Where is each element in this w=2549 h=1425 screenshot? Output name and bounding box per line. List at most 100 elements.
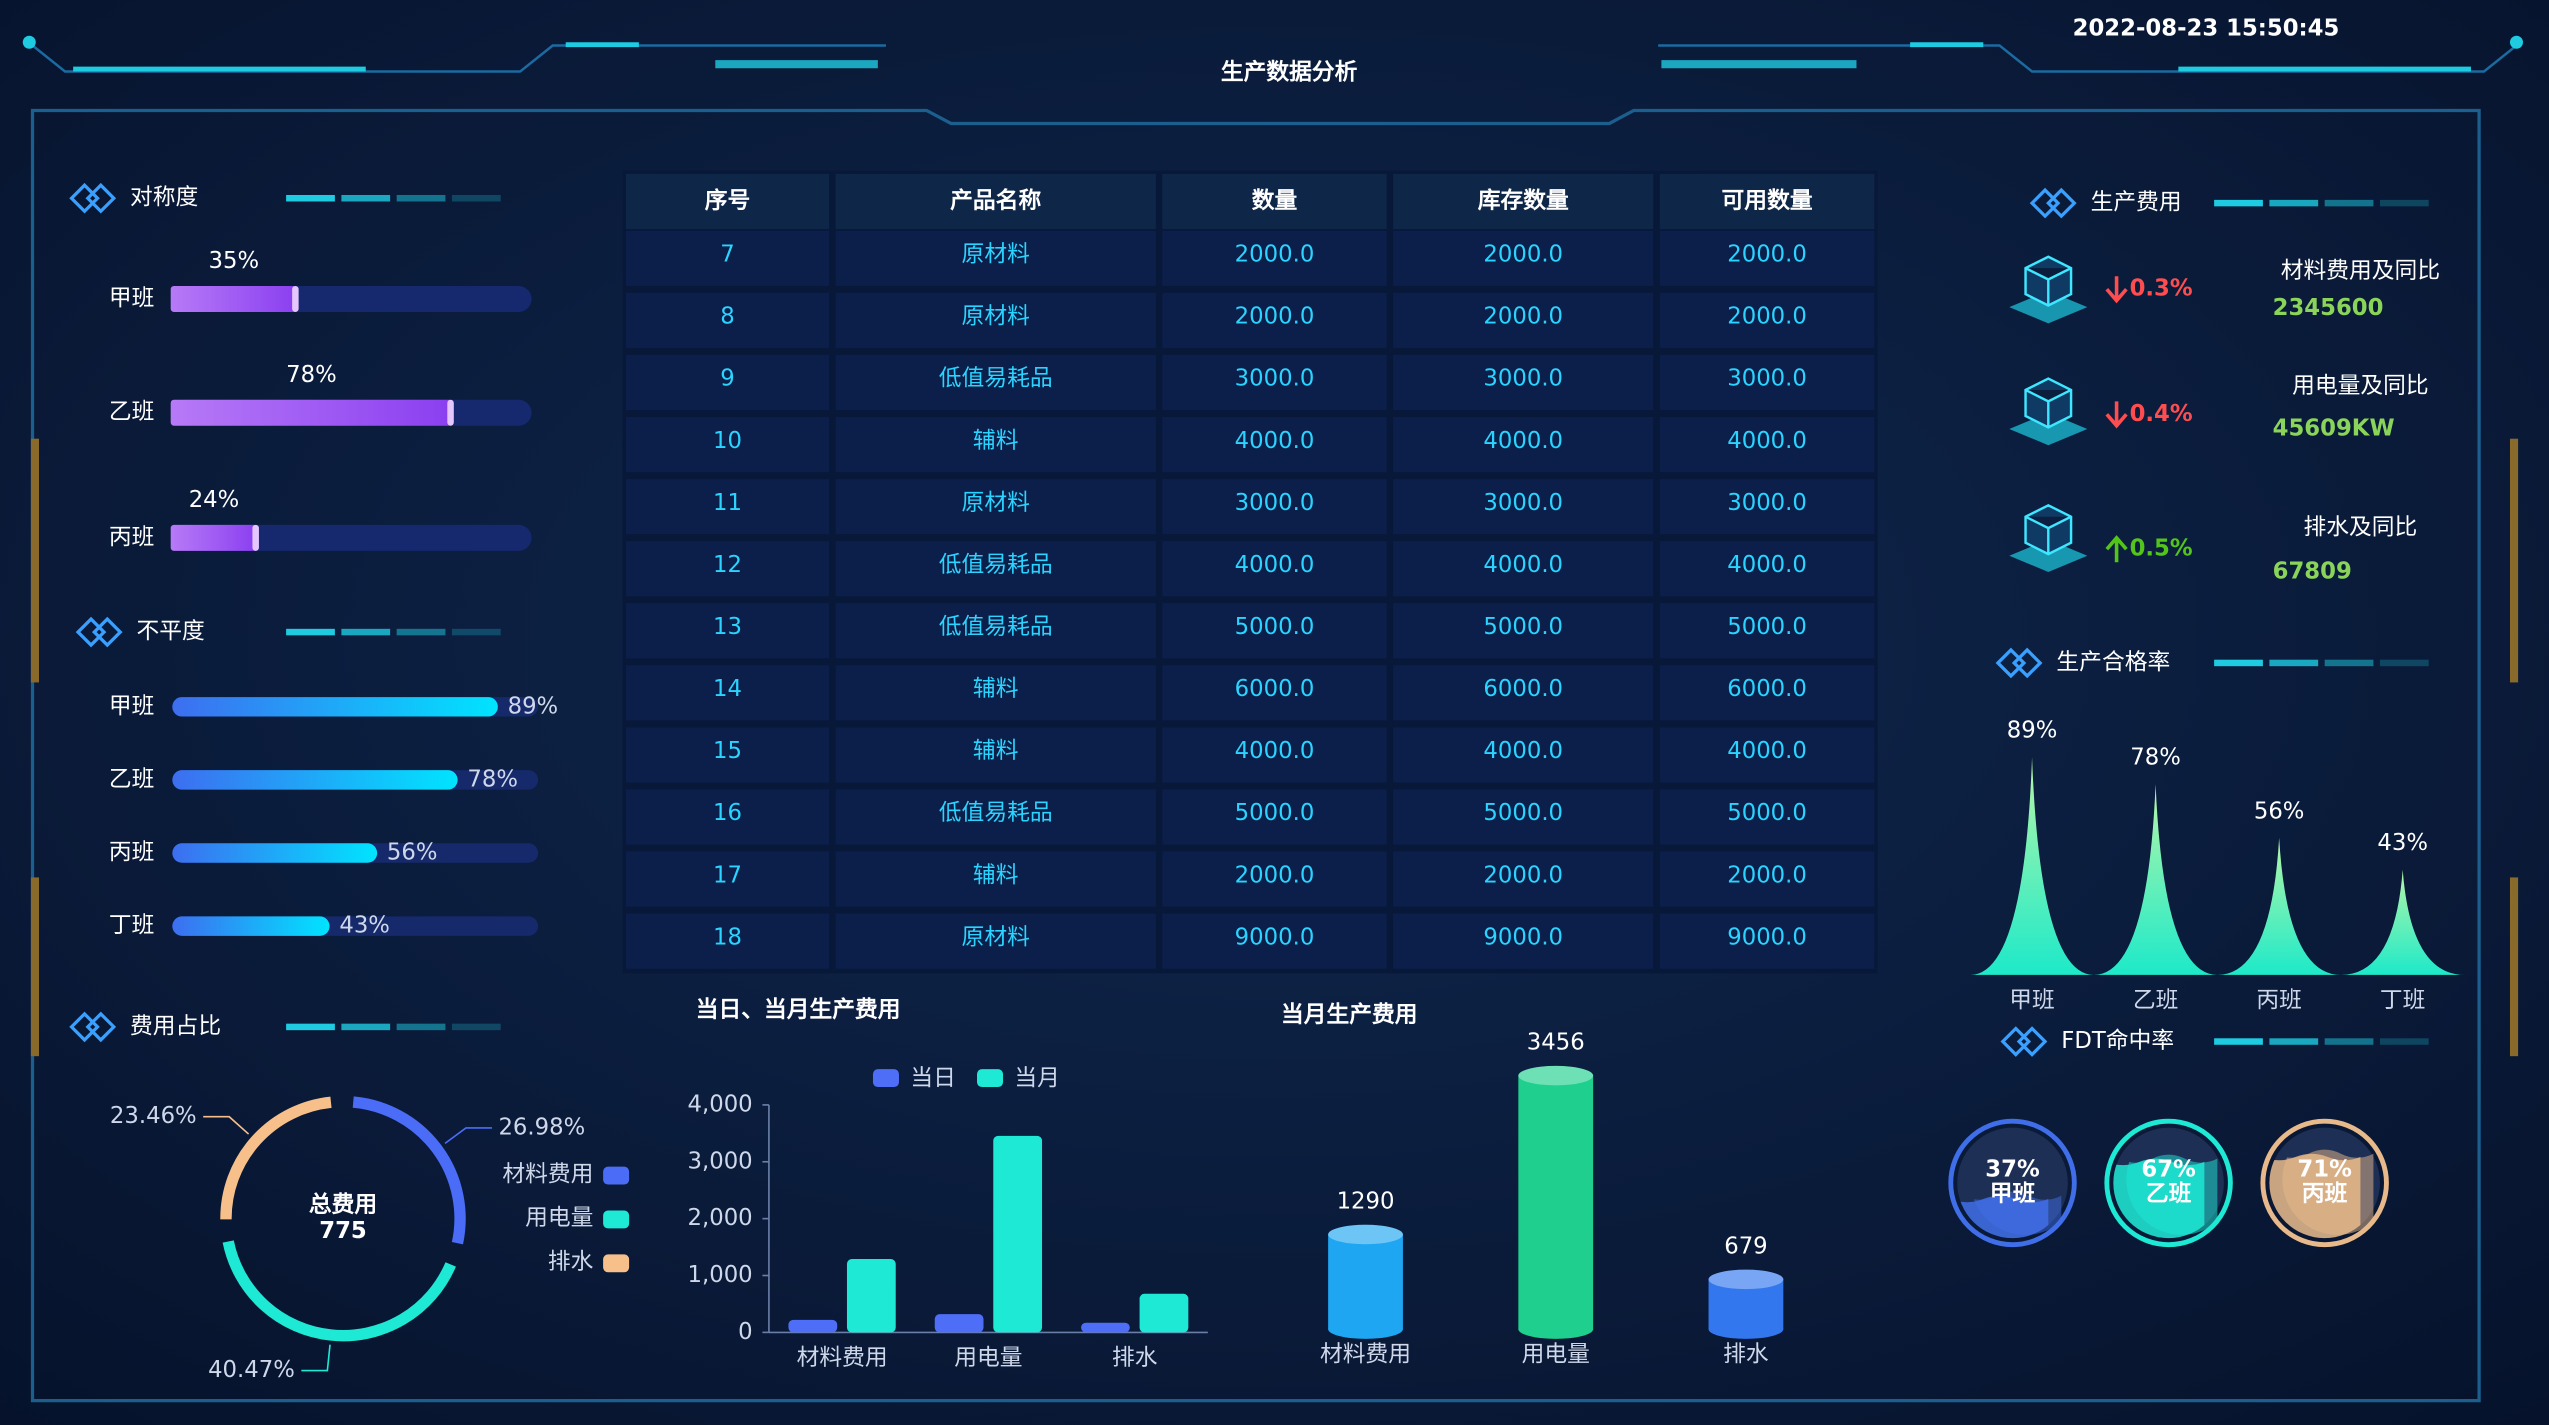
y-tick-label: 3,000 [688,1148,753,1174]
table-cell [1162,603,1387,659]
table-header: 数量 [1252,188,1298,214]
value-label: 78% [286,362,337,388]
section-deco [286,628,335,636]
x-tick-label: 材料费用 [797,1345,888,1371]
table-cell [1162,230,1387,286]
table-cell [1393,354,1654,411]
table-cell-text: 2000.0 [1483,862,1563,888]
section-deco [396,628,446,636]
header-deco [2178,66,2471,72]
table-header: 库存数量 [1478,187,1569,214]
x-tick-label: 排水 [1723,1342,1769,1368]
section-deco [451,1023,501,1031]
side-deco [30,438,40,683]
section-deco [2379,659,2429,667]
header-deco [565,42,639,48]
table-cell [1393,541,1654,597]
section-deco [396,1023,446,1031]
table-cell [835,665,1156,721]
section-deco [286,1023,335,1031]
table-cell [625,292,830,349]
table-cell-text: 4000.0 [1235,738,1315,764]
section-deco [341,194,391,202]
x-tick-label: 用电量 [954,1345,1022,1371]
kpi-icon [2024,503,2073,556]
section-deco [341,628,391,636]
x-tick-label: 用电量 [1522,1342,1590,1368]
table-cell-text: 5000.0 [1727,614,1807,640]
table-cell [1659,541,1875,597]
x-tick-label: 甲班 [2009,987,2055,1013]
table-cell [1393,479,1654,535]
cylinder-bottom [1328,1319,1403,1339]
gauge-label: 乙班 [2146,1181,2192,1207]
gauge-label: 甲班 [1990,1181,2036,1207]
table-cell [1393,851,1654,907]
page-title: 生产数据分析 [1221,59,1358,86]
table-cell [1659,354,1875,411]
table-cell-text: 2000.0 [1483,304,1563,330]
table-cell [625,416,830,473]
gauge-value: 67% [2141,1156,2196,1182]
cylinder-bottom [1518,1319,1594,1339]
gauge-ring [2104,1118,2233,1248]
kpi-icon [2024,255,2073,307]
value-label: 43% [339,913,390,939]
bar [172,697,498,717]
section-icon [2029,187,2077,219]
leader-line [444,1127,492,1145]
gauge-wave [1957,1195,2049,1239]
kpi-value: 67809 [2273,558,2352,584]
bar [1139,1293,1189,1333]
bar [172,843,378,863]
table-cell-text: 9 [720,366,734,392]
table-cell [1162,789,1387,845]
table-cell-text: 13 [713,614,742,640]
table-cell-text: 4000.0 [1483,738,1563,764]
table-cell [1393,727,1654,783]
value-label: 78% [467,766,518,792]
table-cell [625,727,830,783]
table-cell [625,665,830,721]
y-tick-label: 1,000 [688,1262,753,1288]
table-cell-text: 9000.0 [1483,924,1563,950]
bar [170,524,258,551]
table-cell [835,789,1156,845]
header-deco [1658,44,2518,73]
table-header-cell [1162,173,1387,230]
section-title: 对称度 [130,185,198,211]
table-cell [835,292,1156,349]
kpi-change: 0.3% [2130,276,2193,302]
table-cell [1162,913,1387,969]
table-cell [1393,416,1654,473]
section-deco [2214,199,2263,207]
table-cell-text: 2000.0 [1727,242,1807,268]
table-cell-text: 2000.0 [1235,242,1315,268]
section-deco [2324,659,2374,667]
chart-title: 当月生产费用 [1281,1001,1418,1028]
category-label: 乙班 [109,399,155,425]
section-deco [451,194,501,202]
table-cell [835,727,1156,783]
table-cell-text: 5000.0 [1483,614,1563,640]
table-cell-text: 16 [713,800,742,826]
table-header-cell [835,173,1156,230]
table-cell [1659,913,1875,969]
kpi-change: 0.4% [2130,401,2193,427]
kpi-arrow [2105,276,2128,304]
section-title: 生产费用 [2091,190,2182,216]
cylinder-bar [1328,1234,1403,1330]
kpi-icon [2024,377,2073,429]
y-tick-label: 0 [738,1319,752,1345]
table-header-cell [625,173,830,230]
table-cell-text: 低值易耗品 [939,366,1053,392]
category-label: 乙班 [109,766,155,792]
table-cell-text: 9000.0 [1235,924,1315,950]
table-cell [1162,727,1387,783]
section-title: 不平度 [137,619,205,645]
table-cell-text: 辅料 [973,738,1019,764]
center-label: 总费用 [309,1191,377,1218]
table-cell-text: 4000.0 [1727,738,1807,764]
table-cell [1162,479,1387,535]
